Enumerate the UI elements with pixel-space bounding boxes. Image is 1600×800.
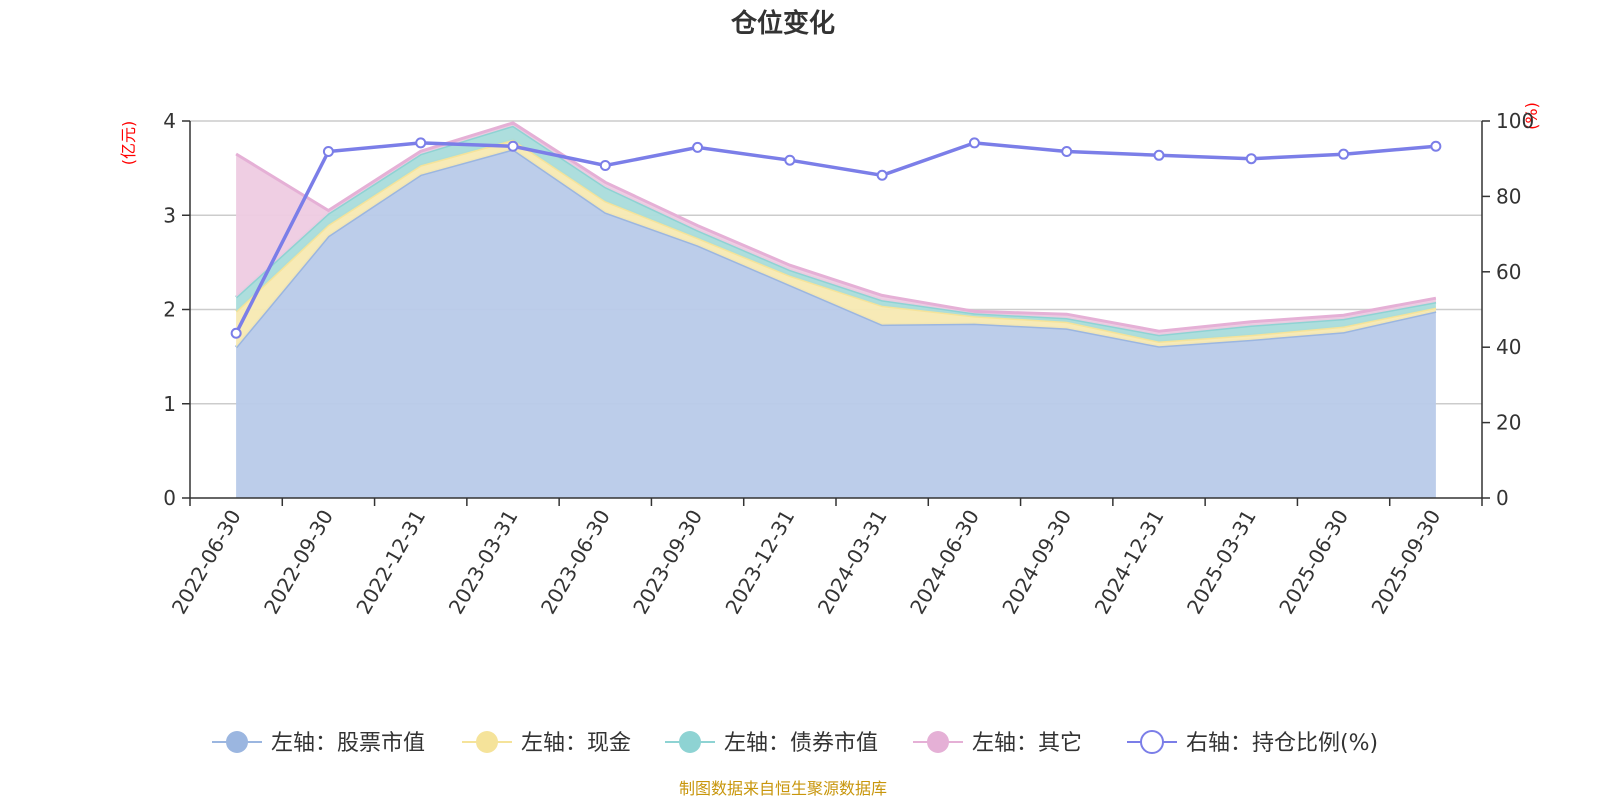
area-line-4	[235, 121, 1437, 333]
left-tick-label: 4	[163, 109, 176, 133]
legend-label: 左轴：现金	[521, 731, 631, 756]
legend-label: 左轴：债券市值	[724, 731, 878, 756]
ratio-point	[968, 137, 980, 149]
left-tick-label: 3	[163, 203, 176, 227]
legend-swatch-dot	[679, 731, 701, 753]
x-tick-label: 2023-12-31	[720, 506, 799, 619]
chart-title: 仓位变化	[730, 8, 835, 39]
x-tick-label: 2023-09-30	[628, 506, 707, 619]
legend-swatch-dot	[927, 731, 949, 753]
x-tick-label: 2024-03-31	[813, 506, 892, 619]
legend-swatch-dot	[476, 731, 498, 753]
legend-swatch-dot	[226, 731, 248, 753]
legend-swatch-dot	[1140, 730, 1164, 754]
left-tick-label: 1	[163, 392, 176, 416]
left-axis-unit: (亿元)	[119, 121, 138, 166]
legend: 左轴：股票市值 左轴：现金 左轴：债券市值 左轴：其它 右轴：持仓比例(%)	[212, 730, 1378, 756]
ratio-point	[784, 154, 796, 166]
legend-label: 左轴：股票市值	[271, 731, 425, 756]
x-tick-label: 2022-06-30	[167, 506, 246, 619]
ratio-point	[599, 159, 611, 171]
x-tick-label: 2023-03-31	[444, 506, 523, 619]
ratio-point	[1430, 140, 1442, 152]
x-tick-label: 2024-06-30	[905, 506, 984, 619]
data-source-note: 制图数据来自恒生聚源数据库	[679, 779, 887, 798]
left-tick-label: 0	[163, 486, 176, 510]
x-tick-label: 2025-06-30	[1274, 506, 1353, 619]
area-series	[234, 121, 1437, 499]
ratio-point	[1061, 146, 1073, 158]
ratio-point	[322, 146, 334, 158]
x-tick-label: 2024-09-30	[997, 506, 1076, 619]
right-tick-label: 20	[1496, 411, 1521, 435]
right-tick-label: 60	[1496, 260, 1521, 284]
legend-label: 左轴：其它	[972, 731, 1082, 756]
ratio-point	[1245, 153, 1257, 165]
ratio-point	[415, 137, 427, 149]
right-tick-label: 100	[1496, 109, 1534, 133]
x-tick-label: 2022-09-30	[259, 506, 338, 619]
ratio-point	[1153, 149, 1165, 161]
right-tick-label: 0	[1496, 486, 1509, 510]
ratio-point	[230, 327, 242, 339]
ratio-point	[1338, 148, 1350, 160]
ratio-line-series	[230, 137, 1442, 339]
x-tick-label: 2025-03-31	[1182, 506, 1261, 619]
area-fill-1	[236, 149, 1436, 499]
left-tick-label: 2	[163, 298, 176, 322]
ratio-line	[234, 141, 1437, 335]
x-tick-label: 2023-06-30	[536, 506, 615, 619]
legend-label: 右轴：持仓比例(%)	[1186, 731, 1378, 756]
right-tick-label: 80	[1496, 184, 1521, 208]
x-tick-label: 2022-12-31	[351, 506, 430, 619]
right-axis-unit: (%)	[1522, 102, 1541, 130]
ratio-point	[876, 169, 888, 181]
ratio-point	[507, 140, 519, 152]
right-tick-label: 40	[1496, 335, 1521, 359]
x-tick-label: 2024-12-31	[1090, 506, 1169, 619]
x-tick-label: 2025-09-30	[1366, 506, 1445, 619]
ratio-point	[692, 141, 704, 153]
